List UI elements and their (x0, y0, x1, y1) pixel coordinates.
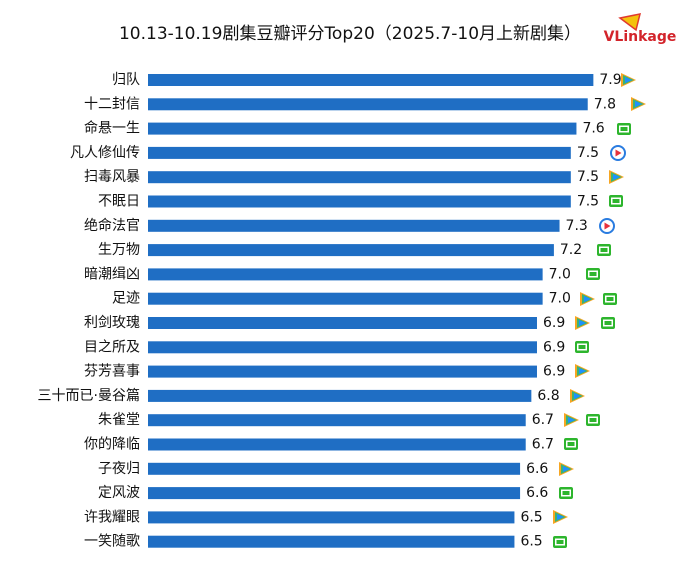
iqiyi-icon (609, 195, 623, 207)
iqiyi-icon (617, 123, 631, 135)
bar (148, 171, 571, 184)
value-label: 6.9 (543, 339, 565, 355)
bar (148, 511, 515, 524)
value-label: 7.6 (582, 121, 604, 137)
platform-icons (553, 73, 646, 548)
category-label: 生万物 (98, 242, 140, 258)
category-label: 定风波 (98, 485, 140, 501)
bar (148, 341, 537, 354)
category-label: 利剑玫瑰 (84, 315, 140, 331)
iqiyi-icon (603, 293, 617, 305)
logo: VLinkage (604, 13, 677, 45)
category-label: 不眠日 (98, 194, 140, 210)
tencent-icon (609, 170, 624, 184)
category-label: 目之所及 (84, 339, 140, 355)
tencent-icon (553, 510, 568, 524)
category-label: 足迹 (112, 291, 140, 307)
value-label: 6.7 (532, 412, 554, 428)
bar (148, 292, 543, 305)
value-label: 7.0 (549, 291, 571, 307)
category-label: 十二封信 (84, 96, 140, 112)
bar (148, 462, 521, 475)
value-label: 6.6 (526, 485, 548, 501)
category-label: 绝命法官 (84, 217, 140, 234)
bar (148, 389, 532, 402)
iqiyi-icon (586, 268, 600, 280)
tencent-icon (559, 462, 574, 476)
category-label: 归队 (112, 71, 140, 88)
bar (148, 414, 526, 427)
bar (148, 195, 571, 208)
iqiyi-icon (601, 317, 615, 329)
value-label: 7.5 (577, 169, 599, 185)
iqiyi-icon (559, 487, 573, 499)
bar (148, 535, 515, 548)
bar (148, 98, 588, 111)
tencent-icon (621, 73, 636, 87)
value-label: 7.0 (549, 266, 571, 282)
value-label: 7.9 (599, 72, 621, 88)
tencent-icon (631, 97, 646, 111)
value-label: 6.9 (543, 364, 565, 380)
chart-title: 10.13-10.19剧集豆瓣评分Top20（2025.7-10月上新剧集） (119, 24, 581, 44)
value-label: 6.5 (520, 509, 542, 525)
bar (148, 438, 526, 451)
tencent-icon (580, 292, 595, 306)
logo-text: VLinkage (604, 29, 677, 45)
bar (148, 317, 537, 329)
bar (148, 365, 537, 378)
value-label: 6.8 (537, 388, 559, 404)
category-label: 芬芳喜事 (84, 363, 140, 380)
iqiyi-icon (564, 438, 578, 450)
value-label: 7.5 (577, 194, 599, 210)
tencent-icon (564, 413, 579, 427)
value-label: 7.5 (577, 145, 599, 161)
bar (148, 146, 571, 159)
youku-icon (610, 145, 626, 161)
category-label: 凡人修仙传 (70, 145, 140, 161)
category-label: 子夜归 (98, 460, 140, 477)
value-label: 6.5 (520, 534, 542, 550)
tencent-icon (575, 316, 590, 330)
value-label: 6.7 (532, 437, 554, 453)
value-label: 7.3 (566, 218, 588, 234)
iqiyi-icon (586, 414, 600, 426)
value-label: 6.6 (526, 461, 548, 477)
category-label: 扫毒风暴 (84, 169, 140, 185)
category-label: 朱雀堂 (98, 412, 140, 428)
bar (148, 219, 560, 232)
value-label: 7.8 (594, 96, 616, 112)
bar (148, 122, 577, 135)
tencent-icon (575, 364, 590, 378)
category-label: 你的降临 (84, 437, 140, 453)
iqiyi-icon (553, 536, 567, 548)
category-label: 一笑随歌 (84, 534, 140, 550)
category-label: 许我耀眼 (84, 509, 140, 525)
bar (148, 74, 594, 86)
tencent-icon (570, 389, 585, 403)
category-label: 暗潮缉凶 (84, 266, 140, 282)
category-label: 命悬一生 (84, 120, 140, 137)
iqiyi-icon (597, 244, 611, 256)
bar (148, 244, 554, 257)
iqiyi-icon (575, 341, 589, 353)
bar (148, 487, 521, 500)
category-label: 三十而已·曼谷篇 (38, 388, 140, 404)
youku-icon (599, 218, 615, 234)
bar (148, 268, 543, 281)
value-label: 7.2 (560, 242, 582, 258)
value-label: 6.9 (543, 315, 565, 331)
